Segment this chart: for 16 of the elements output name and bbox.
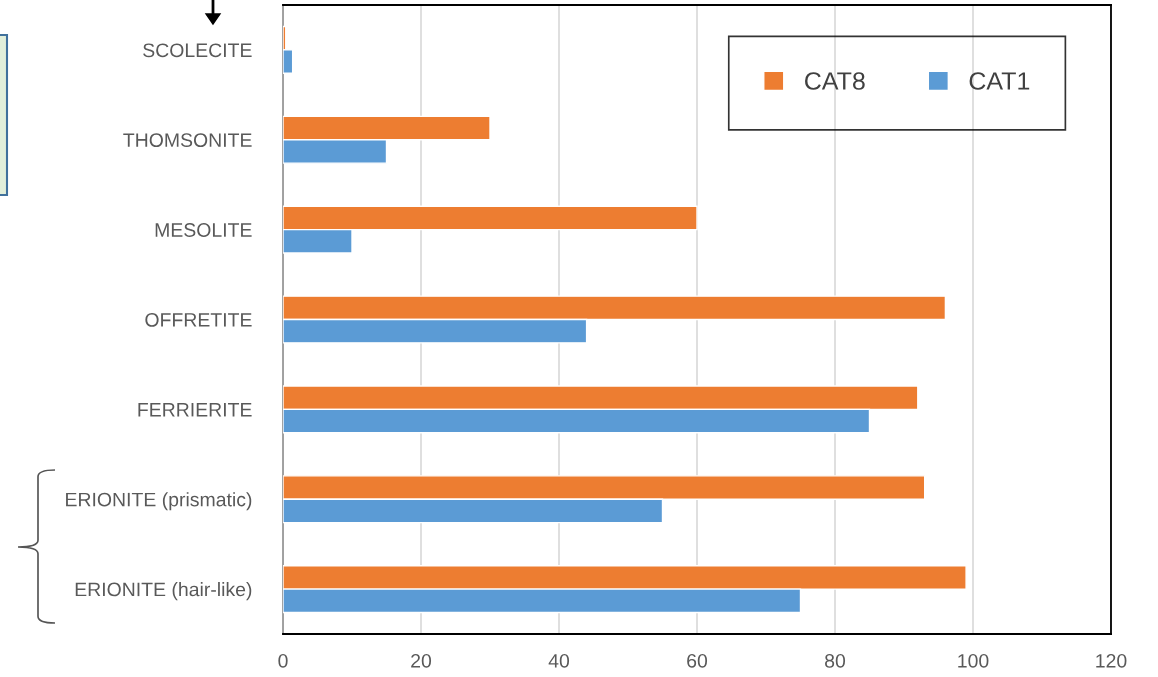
x-tick-label: 120 bbox=[1096, 653, 1127, 668]
x-tick-label: 0 bbox=[278, 653, 288, 668]
y-tick-label: OFFRETITE bbox=[145, 312, 252, 327]
legend-label: CAT1 bbox=[969, 72, 1030, 90]
x-tick-label: 40 bbox=[548, 653, 570, 668]
legend-label: CAT8 bbox=[805, 72, 865, 90]
y-tick-label: ERIONITE (hair-like) bbox=[75, 582, 252, 601]
y-tick-label: SCOLECITE bbox=[143, 43, 252, 58]
x-tick-label: 60 bbox=[687, 653, 708, 668]
x-tick-label: 80 bbox=[825, 653, 846, 668]
y-tick-label: ERIONITE (prismatic) bbox=[66, 492, 252, 511]
y-tick-label: THOMSONITE bbox=[123, 133, 252, 148]
x-tick-label: 20 bbox=[411, 653, 432, 668]
y-tick-label: FERRIERITE bbox=[138, 403, 252, 417]
x-tick-label: 100 bbox=[958, 653, 989, 668]
y-tick-label: MESOLITE bbox=[155, 223, 252, 237]
